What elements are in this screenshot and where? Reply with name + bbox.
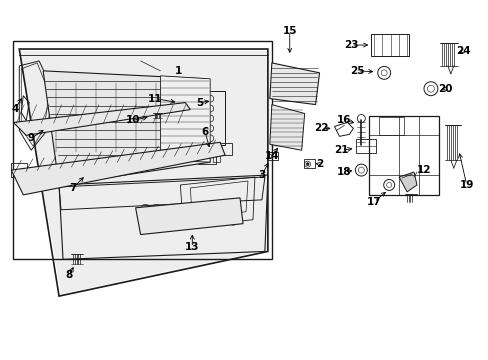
Text: 4: 4 bbox=[12, 104, 19, 113]
Bar bbox=[178, 100, 190, 108]
Text: 21: 21 bbox=[333, 145, 348, 155]
Polygon shape bbox=[13, 103, 190, 135]
Text: 8: 8 bbox=[65, 270, 73, 280]
Text: 1: 1 bbox=[174, 66, 182, 76]
Text: 18: 18 bbox=[337, 167, 351, 177]
Polygon shape bbox=[269, 105, 304, 150]
Text: 22: 22 bbox=[314, 123, 328, 134]
Text: 2: 2 bbox=[315, 159, 323, 169]
Text: 15: 15 bbox=[282, 26, 296, 36]
Text: 16: 16 bbox=[337, 116, 351, 126]
Bar bbox=[198, 148, 216, 164]
Bar bbox=[303, 159, 314, 168]
Polygon shape bbox=[19, 51, 269, 294]
Polygon shape bbox=[160, 76, 210, 162]
Text: 6: 6 bbox=[201, 127, 208, 138]
Text: 19: 19 bbox=[459, 180, 473, 190]
Bar bbox=[218, 143, 232, 155]
Polygon shape bbox=[269, 63, 319, 105]
Polygon shape bbox=[11, 142, 224, 195]
Text: 7: 7 bbox=[69, 183, 77, 193]
Text: 24: 24 bbox=[455, 46, 470, 56]
Text: 25: 25 bbox=[349, 66, 364, 76]
Text: 20: 20 bbox=[438, 84, 452, 94]
Text: 12: 12 bbox=[416, 165, 430, 175]
Bar bbox=[379, 117, 403, 135]
Bar bbox=[195, 91, 224, 145]
Bar bbox=[213, 155, 220, 162]
Text: 13: 13 bbox=[184, 243, 199, 252]
Text: 3: 3 bbox=[258, 170, 265, 180]
Text: 23: 23 bbox=[344, 40, 358, 50]
Bar bbox=[370, 34, 408, 56]
Text: 11: 11 bbox=[148, 94, 163, 104]
Text: 5: 5 bbox=[196, 98, 203, 108]
Bar bbox=[356, 139, 375, 153]
Text: 17: 17 bbox=[366, 197, 381, 207]
Bar bbox=[267, 152, 277, 160]
Text: 10: 10 bbox=[125, 116, 140, 126]
Polygon shape bbox=[135, 198, 243, 235]
Text: 9: 9 bbox=[28, 133, 35, 143]
Bar bbox=[11, 163, 27, 177]
Circle shape bbox=[305, 163, 308, 166]
Polygon shape bbox=[398, 172, 416, 192]
Text: 14: 14 bbox=[264, 151, 279, 161]
Polygon shape bbox=[43, 71, 210, 185]
